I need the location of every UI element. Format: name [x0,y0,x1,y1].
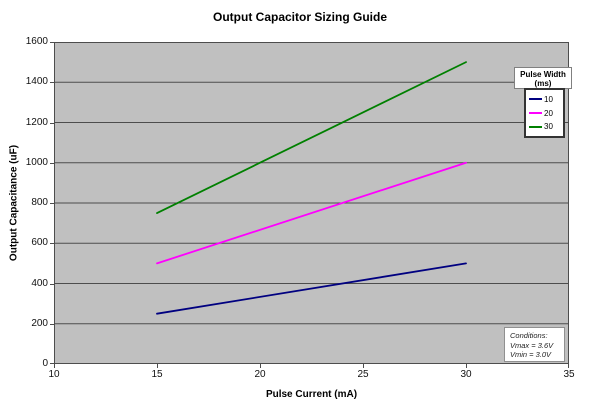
y-tick-mark [50,323,54,325]
y-tick-label: 800 [31,197,48,208]
legend-entries: 10 20 30 [524,88,565,138]
plot-area [54,42,569,364]
legend-line-swatch [529,112,542,114]
legend-entry-20ms: 20 [529,109,563,118]
y-tick-mark [50,363,54,364]
x-tick-label: 15 [151,369,163,380]
legend-entry-label: 10 [544,94,553,104]
conditions-heading: Conditions: [510,331,548,340]
y-tick-mark [50,243,54,245]
y-tick-label: 1400 [25,76,48,88]
legend-line-swatch [529,98,542,101]
legend-entry-label: 30 [544,122,553,132]
y-tick-label: 200 [31,317,48,329]
legend-title: Pulse Width (ms) [514,67,572,89]
y-tick-label: 0 [42,358,48,369]
x-tick-label: 35 [563,369,575,380]
legend-title-line1: Pulse Width [520,70,566,79]
x-tick-mark [157,364,158,368]
legend-entry-10ms: 10 [529,95,563,104]
y-tick-label: 600 [31,237,48,249]
series-line-20ms [156,161,467,265]
conditions-vmin: Vmin = 3.0V [510,350,552,359]
x-tick-label: 20 [254,369,266,380]
legend-entry-label: 20 [544,108,553,118]
y-tick-label: 1000 [25,156,48,168]
x-tick-mark [363,364,364,368]
y-tick-label: 1600 [25,36,48,47]
plot-canvas [54,61,569,325]
y-tick-mark [50,283,54,285]
y-tick-label: 1200 [25,116,48,128]
y-tick-mark [50,42,54,43]
y-tick-mark [50,82,54,84]
series-line-10ms [156,262,467,315]
legend-entry-30ms: 30 [529,122,563,131]
x-tick-label: 10 [48,369,60,380]
y-tick-mark [50,122,54,124]
x-tick-mark [568,364,569,368]
series-line-30ms [156,61,467,214]
y-tick-mark [50,203,54,204]
x-tick-label: 25 [357,369,369,380]
x-tick-mark [54,364,55,368]
legend-line-swatch [529,125,542,128]
x-tick-mark [260,364,261,368]
x-tick-mark [466,364,467,368]
y-tick-label: 400 [31,277,48,289]
conditions-vmax: Vmax = 3.6V [510,340,554,350]
conditions-annotation: Conditions: Vmax = 3.6V Vmin = 3.0V [504,327,565,362]
x-tick-label: 30 [460,369,472,380]
chart-title: Output Capacitor Sizing Guide [213,10,387,24]
legend-title-line2: (ms) [534,79,552,88]
x-axis-title: Pulse Current (mA) [265,389,358,400]
y-tick-mark [50,162,54,164]
